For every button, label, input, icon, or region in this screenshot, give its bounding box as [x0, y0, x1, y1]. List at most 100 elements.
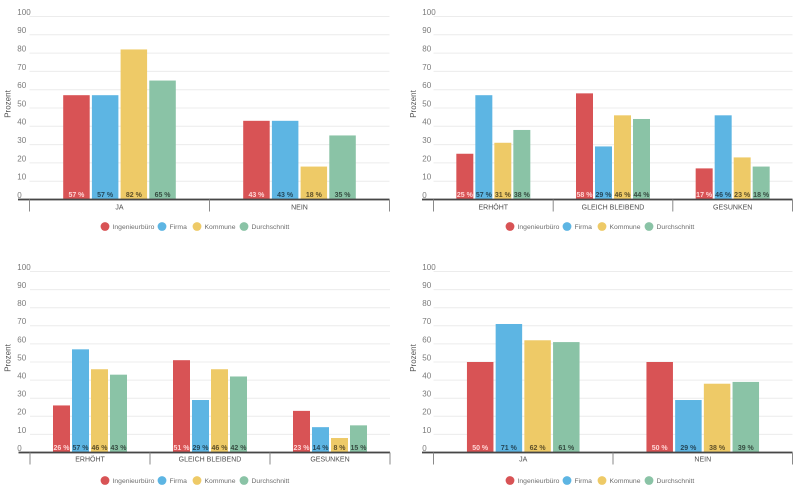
svg-text:20: 20: [17, 154, 26, 163]
svg-text:30: 30: [422, 136, 431, 145]
svg-text:57 %: 57 %: [97, 192, 114, 199]
svg-text:90: 90: [422, 26, 431, 35]
svg-text:18 %: 18 %: [306, 192, 323, 199]
svg-text:15 %: 15 %: [351, 445, 368, 452]
svg-text:62 %: 62 %: [530, 445, 547, 452]
svg-text:Kommune: Kommune: [610, 224, 641, 231]
svg-text:42 %: 42 %: [231, 445, 248, 452]
svg-text:Firma: Firma: [575, 478, 593, 485]
svg-text:50: 50: [422, 353, 431, 362]
svg-text:90: 90: [17, 26, 26, 35]
svg-text:29 %: 29 %: [680, 445, 697, 452]
svg-text:GLEICH BLEIBEND: GLEICH BLEIBEND: [582, 205, 645, 212]
svg-text:70: 70: [17, 63, 26, 72]
svg-text:Durchschnitt: Durchschnitt: [657, 224, 695, 231]
svg-text:17 %: 17 %: [696, 192, 713, 199]
svg-text:Ingenieurbüro: Ingenieurbüro: [113, 478, 155, 485]
svg-text:82 %: 82 %: [126, 192, 143, 199]
svg-text:30: 30: [17, 136, 26, 145]
svg-text:20: 20: [422, 154, 431, 163]
svg-text:20: 20: [422, 408, 431, 417]
svg-text:30: 30: [17, 390, 26, 399]
svg-text:71 %: 71 %: [501, 445, 518, 452]
svg-text:40: 40: [422, 118, 431, 127]
svg-text:61 %: 61 %: [558, 445, 575, 452]
svg-text:GLEICH BLEIBEND: GLEICH BLEIBEND: [179, 457, 242, 464]
svg-text:31 %: 31 %: [495, 192, 512, 199]
svg-text:0: 0: [17, 191, 22, 200]
svg-text:Durchschnitt: Durchschnitt: [252, 224, 290, 231]
svg-text:ERHÖHT: ERHÖHT: [75, 456, 105, 464]
svg-text:57 %: 57 %: [476, 192, 493, 199]
svg-text:GESUNKEN: GESUNKEN: [713, 205, 752, 212]
svg-text:100: 100: [422, 8, 436, 17]
svg-text:29 %: 29 %: [193, 445, 210, 452]
svg-text:100: 100: [17, 263, 31, 272]
svg-text:60: 60: [422, 81, 431, 90]
svg-text:10: 10: [422, 426, 431, 435]
svg-text:0: 0: [422, 444, 427, 453]
svg-text:20: 20: [17, 408, 26, 417]
svg-text:80: 80: [17, 45, 26, 54]
svg-text:70: 70: [422, 317, 431, 326]
svg-text:JA: JA: [519, 457, 528, 464]
svg-text:Firma: Firma: [575, 224, 593, 231]
svg-text:80: 80: [17, 299, 26, 308]
svg-text:14 %: 14 %: [313, 445, 330, 452]
svg-text:57 %: 57 %: [68, 192, 85, 199]
svg-text:JA: JA: [115, 205, 124, 212]
svg-text:Prozent: Prozent: [409, 343, 418, 371]
svg-text:10: 10: [17, 173, 26, 182]
svg-text:57 %: 57 %: [73, 445, 90, 452]
svg-text:Ingenieurbüro: Ingenieurbüro: [113, 224, 155, 231]
svg-text:Durchschnitt: Durchschnitt: [657, 478, 695, 485]
svg-text:23 %: 23 %: [294, 445, 311, 452]
svg-text:58 %: 58 %: [577, 192, 594, 199]
svg-text:30: 30: [422, 390, 431, 399]
svg-text:43 %: 43 %: [248, 192, 265, 199]
svg-text:46 %: 46 %: [212, 445, 229, 452]
svg-text:23 %: 23 %: [734, 192, 751, 199]
svg-text:Ingenieurbüro: Ingenieurbüro: [518, 478, 560, 485]
svg-text:46 %: 46 %: [92, 445, 109, 452]
svg-text:70: 70: [422, 63, 431, 72]
svg-text:90: 90: [422, 281, 431, 290]
svg-text:26 %: 26 %: [54, 445, 71, 452]
svg-text:60: 60: [17, 335, 26, 344]
svg-text:80: 80: [422, 299, 431, 308]
svg-text:80: 80: [422, 45, 431, 54]
svg-text:100: 100: [422, 263, 436, 272]
svg-text:100: 100: [17, 8, 31, 17]
svg-text:46 %: 46 %: [715, 192, 732, 199]
svg-text:NEIN: NEIN: [291, 205, 308, 212]
svg-text:Durchschnitt: Durchschnitt: [252, 478, 290, 485]
svg-text:18 %: 18 %: [753, 192, 770, 199]
svg-text:Kommune: Kommune: [205, 224, 236, 231]
svg-text:40: 40: [17, 118, 26, 127]
svg-text:44 %: 44 %: [634, 192, 651, 199]
svg-text:65 %: 65 %: [155, 192, 172, 199]
svg-text:Kommune: Kommune: [610, 478, 641, 485]
svg-text:Ingenieurbüro: Ingenieurbüro: [518, 224, 560, 231]
svg-text:43 %: 43 %: [111, 445, 128, 452]
svg-text:ERHÖHT: ERHÖHT: [479, 204, 509, 212]
svg-text:NEIN: NEIN: [694, 457, 711, 464]
svg-text:50 %: 50 %: [652, 445, 669, 452]
svg-text:10: 10: [17, 426, 26, 435]
svg-text:39 %: 39 %: [738, 445, 755, 452]
svg-text:43 %: 43 %: [277, 192, 294, 199]
svg-text:60: 60: [422, 335, 431, 344]
svg-text:Firma: Firma: [170, 224, 188, 231]
svg-text:60: 60: [17, 81, 26, 90]
svg-text:Kommune: Kommune: [205, 478, 236, 485]
svg-text:51 %: 51 %: [174, 445, 191, 452]
svg-text:Prozent: Prozent: [409, 89, 418, 117]
svg-text:50: 50: [17, 99, 26, 108]
svg-text:35 %: 35 %: [335, 192, 352, 199]
svg-text:10: 10: [422, 173, 431, 182]
svg-text:Firma: Firma: [170, 478, 188, 485]
svg-text:8 %: 8 %: [333, 445, 346, 452]
svg-text:70: 70: [17, 317, 26, 326]
svg-text:46 %: 46 %: [615, 192, 632, 199]
svg-text:50: 50: [422, 99, 431, 108]
